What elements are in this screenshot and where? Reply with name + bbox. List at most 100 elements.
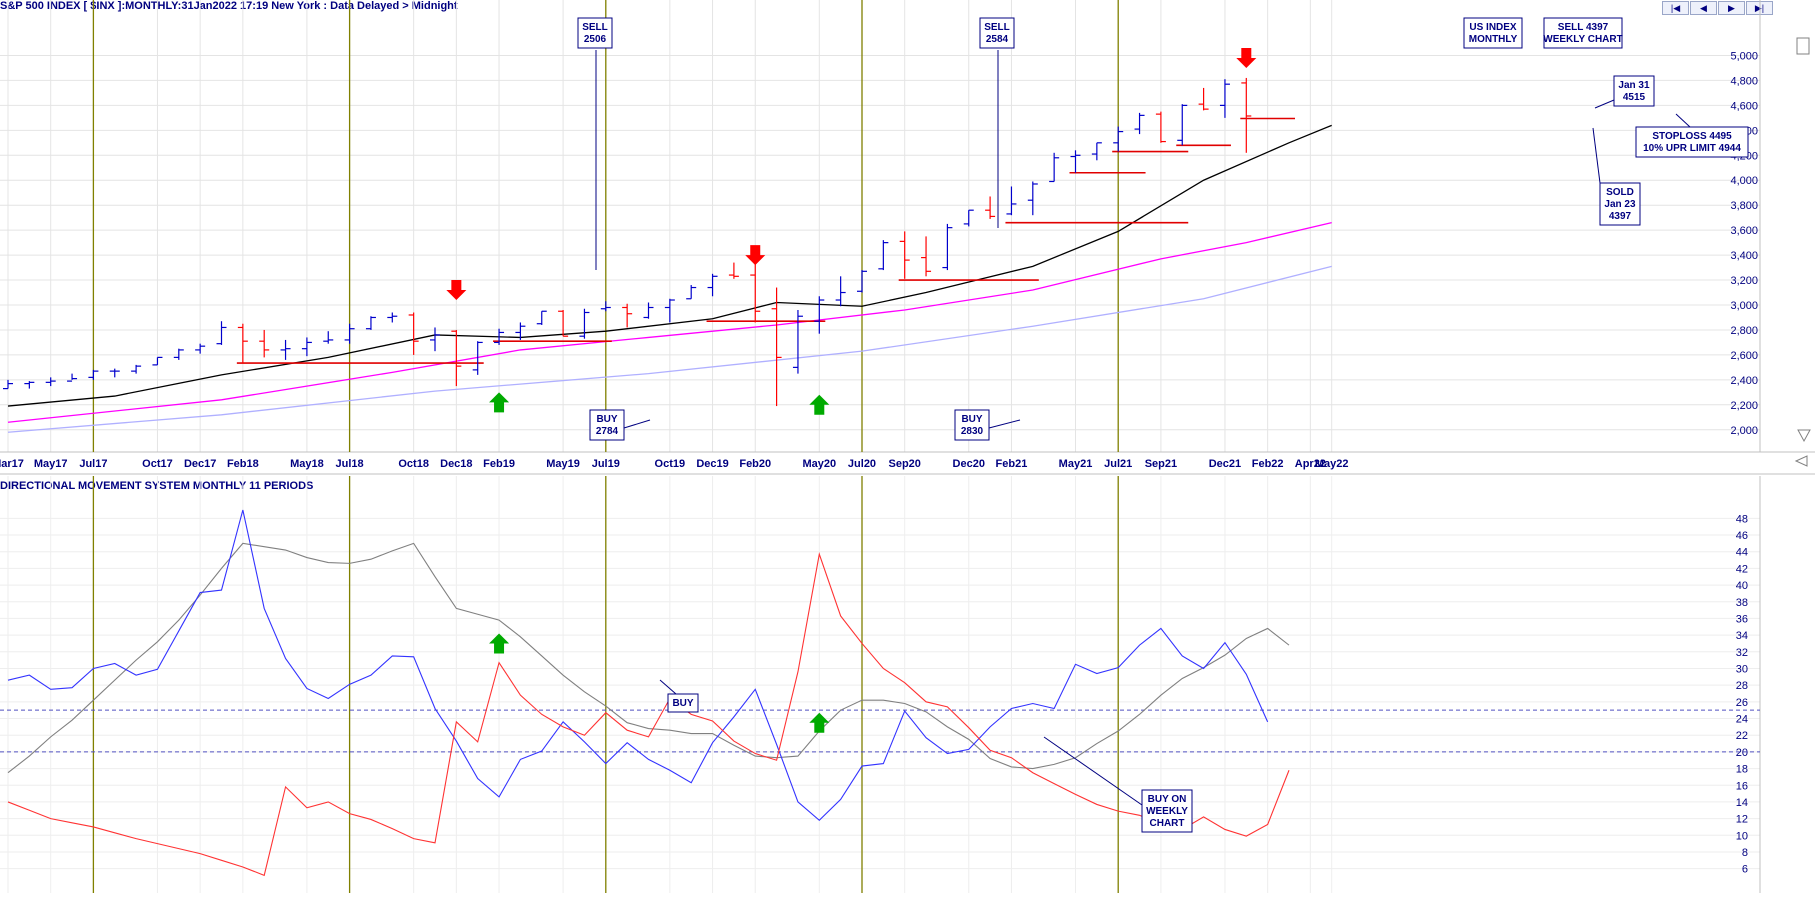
x-tick-label: May20 — [802, 458, 836, 470]
annotation-box-border — [1463, 17, 1523, 49]
scroll-right-icon — [1794, 455, 1808, 467]
ohlc-bar — [259, 329, 270, 358]
ohlc-bar — [387, 312, 398, 323]
annotation-leader-line — [1043, 736, 1143, 806]
price-tick-label: 5,000 — [1730, 50, 1758, 62]
annotation-text: SOLD — [1606, 187, 1634, 198]
ohlc-bar — [814, 296, 825, 334]
ohlc-bar — [3, 379, 13, 390]
ohlc-bar — [921, 236, 932, 277]
annotation-text: Jan 31 — [1618, 80, 1650, 91]
x-tick-label: Oct19 — [655, 458, 686, 470]
ohlc-bar — [67, 373, 78, 382]
previous-page-button[interactable]: ◀ — [1690, 1, 1717, 15]
moving-average-line — [7, 265, 1332, 433]
ohlc-bar — [835, 276, 846, 307]
ohlc-bar — [24, 381, 35, 389]
indicator-tick-label: 48 — [1736, 513, 1748, 525]
annotation-box-border — [577, 17, 613, 49]
annotation-box-border — [1141, 789, 1193, 833]
annotation-text: MONTHLY — [1469, 34, 1518, 45]
annotation-text: 2584 — [986, 34, 1009, 45]
indicator-title: DIRECTIONAL MOVEMENT SYSTEM MONTHLY 11 P… — [0, 480, 313, 492]
indicator-tick-label: 40 — [1736, 580, 1748, 592]
annotation-text: BUY ON — [1148, 794, 1187, 805]
indicator-tick-label: 32 — [1736, 647, 1748, 659]
indicator-tick-label: 30 — [1736, 663, 1748, 675]
directional-movement-panel: DIRECTIONAL MOVEMENT SYSTEM MONTHLY 11 P… — [0, 476, 1761, 893]
x-tick-label: Dec19 — [696, 458, 728, 470]
indicator-tick-label: 24 — [1736, 714, 1748, 726]
ohlc-bar — [408, 312, 419, 355]
ohlc-bar — [152, 356, 163, 366]
ohlc-bar — [558, 309, 569, 337]
annotation-leader-line — [1594, 99, 1615, 109]
x-tick-label: Oct17 — [142, 458, 173, 470]
buy-arrow-icon — [489, 392, 510, 413]
annotation-box-border — [1599, 182, 1641, 226]
x-tick-label: Feb21 — [996, 458, 1028, 470]
next-page-button[interactable]: ▶ — [1718, 1, 1745, 15]
annotation-leader-line — [1592, 127, 1601, 184]
annotation-text: BUY — [596, 414, 617, 425]
price-tick-label: 4,800 — [1730, 75, 1758, 87]
ohlc-bar — [750, 256, 761, 323]
x-tick-label: May21 — [1059, 458, 1093, 470]
ohlc-bar — [643, 302, 654, 319]
ohlc-bar — [1049, 152, 1060, 183]
ohlc-bar — [963, 209, 974, 227]
ohlc-bar — [579, 308, 590, 339]
annotation-text: SELL — [984, 22, 1010, 33]
price-tick-label: 3,200 — [1730, 275, 1758, 287]
indicator-series-line — [7, 542, 1290, 774]
annotation-text: 10% UPR LIMIT 4944 — [1643, 143, 1741, 154]
annotation-leader-line — [623, 419, 651, 429]
ohlc-bar — [1070, 150, 1081, 173]
x-tick-label: Oct18 — [398, 458, 429, 470]
ohlc-bar — [195, 343, 206, 354]
x-tick-label: Dec21 — [1209, 458, 1241, 470]
x-tick-label: Feb19 — [483, 458, 515, 470]
x-tick-label: Sep20 — [888, 458, 920, 470]
x-tick-label: Jul20 — [848, 458, 876, 470]
annotation-box-border — [667, 693, 699, 713]
price-tick-label: 4,000 — [1730, 175, 1758, 187]
moving-average-line — [7, 124, 1332, 407]
annotation-text: 2506 — [584, 34, 607, 45]
x-tick-label: Dec20 — [953, 458, 985, 470]
price-panel: 2,000 2,200 2,400 2,600 2,800 3,000 3,200 3,400… — [0, 0, 1815, 475]
x-tick-label: Jul19 — [592, 458, 620, 470]
ohlc-bar — [494, 328, 505, 345]
ohlc-bar — [664, 298, 675, 323]
price-tick-label: 3,400 — [1730, 250, 1758, 262]
ohlc-bar — [237, 323, 248, 364]
annotation-text: BUY — [961, 414, 982, 425]
price-tick-label: 2,800 — [1730, 325, 1758, 337]
x-tick-label: Dec17 — [184, 458, 216, 470]
annotation-text: BUY — [672, 698, 693, 709]
ohlc-bar — [1091, 142, 1102, 161]
zoom-icon — [1796, 37, 1810, 55]
annotation-leader-line — [1675, 113, 1691, 128]
annotation-text: STOPLOSS 4495 — [1652, 131, 1732, 142]
first-page-button[interactable]: |◀ — [1662, 1, 1689, 15]
x-tick-label: Feb18 — [227, 458, 259, 470]
price-tick-label: 2,200 — [1730, 400, 1758, 412]
annotation-leader-line — [988, 419, 1021, 429]
annotation-box-border — [1613, 75, 1655, 107]
indicator-tick-label: 26 — [1736, 697, 1748, 709]
x-tick-label: Dec18 — [440, 458, 472, 470]
buy-arrow-icon — [809, 712, 830, 733]
ohlc-bar — [88, 369, 99, 380]
ohlc-bar — [1155, 111, 1166, 143]
ohlc-bar — [536, 310, 547, 325]
x-tick-label: Sep21 — [1145, 458, 1177, 470]
annotation-box-border — [979, 17, 1015, 49]
price-tick-label: 2,000 — [1730, 425, 1758, 437]
ohlc-bar — [131, 364, 142, 374]
